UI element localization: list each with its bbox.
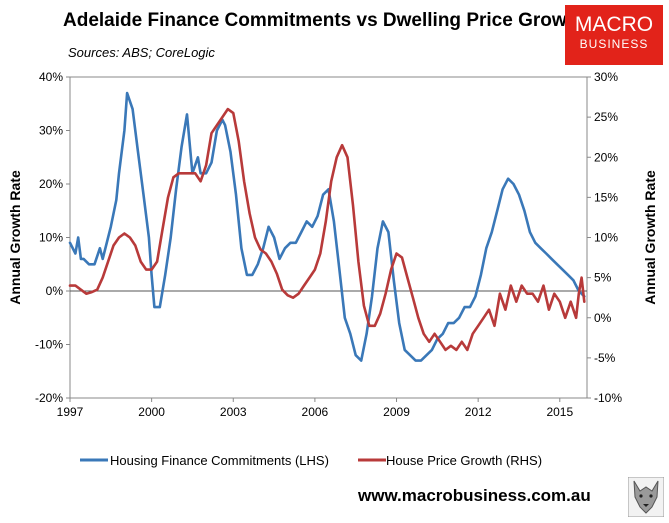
plot-area-frame (69, 76, 588, 399)
y-left-tick-label: -20% (35, 391, 63, 405)
website-url[interactable]: www.macrobusiness.com.au (358, 486, 591, 505)
y-right-tick-label: 0% (594, 311, 612, 325)
y-left-tick-label: -10% (35, 338, 63, 352)
y-right-tick-label: 10% (594, 231, 618, 245)
legend-label-house-price: House Price Growth (RHS) (386, 453, 542, 468)
x-tick-label: 2012 (465, 405, 492, 419)
y-left-tick-label: 20% (39, 177, 63, 191)
y-left-tick-label: 10% (39, 231, 63, 245)
chart-title: Adelaide Finance Commitments vs Dwelling… (63, 10, 585, 31)
logo-line-business: BUSINESS (579, 37, 649, 51)
x-tick-label: 2015 (546, 405, 573, 419)
logo-line-macro: MACRO (574, 13, 654, 36)
y-right-tick-label: 30% (594, 70, 618, 84)
y-right-tick-label: 5% (594, 271, 612, 285)
x-tick-label: 2003 (220, 405, 247, 419)
series-line-house-price (68, 107, 586, 352)
y-left-tick-label: 30% (39, 124, 63, 138)
y-left-axis-title: Annual Growth Rate (7, 170, 23, 305)
legend-label-housing-finance: Housing Finance Commitments (LHS) (110, 453, 329, 468)
y-right-tick-label: -5% (594, 351, 616, 365)
wolf-logo-icon (628, 477, 664, 517)
x-tick-label: 2000 (138, 405, 165, 419)
series-line-housing-finance (68, 91, 586, 362)
y-right-tick-label: 20% (594, 150, 618, 164)
x-tick-label: 2009 (383, 405, 410, 419)
y-left-tick-label: 0% (46, 284, 64, 298)
y-right-tick-label: -10% (594, 391, 622, 405)
macrobusiness-logo: MACRO BUSINESS (565, 5, 663, 65)
y-right-tick-label: 15% (594, 190, 618, 204)
y-left-tick-label: 40% (39, 70, 63, 84)
x-tick-label: 2006 (302, 405, 329, 419)
y-right-tick-label: 25% (594, 110, 618, 124)
y-right-axis-title: Annual Growth Rate (642, 170, 658, 305)
chart-sources: Sources: ABS; CoreLogic (68, 45, 215, 60)
x-tick-label: 1997 (57, 405, 84, 419)
